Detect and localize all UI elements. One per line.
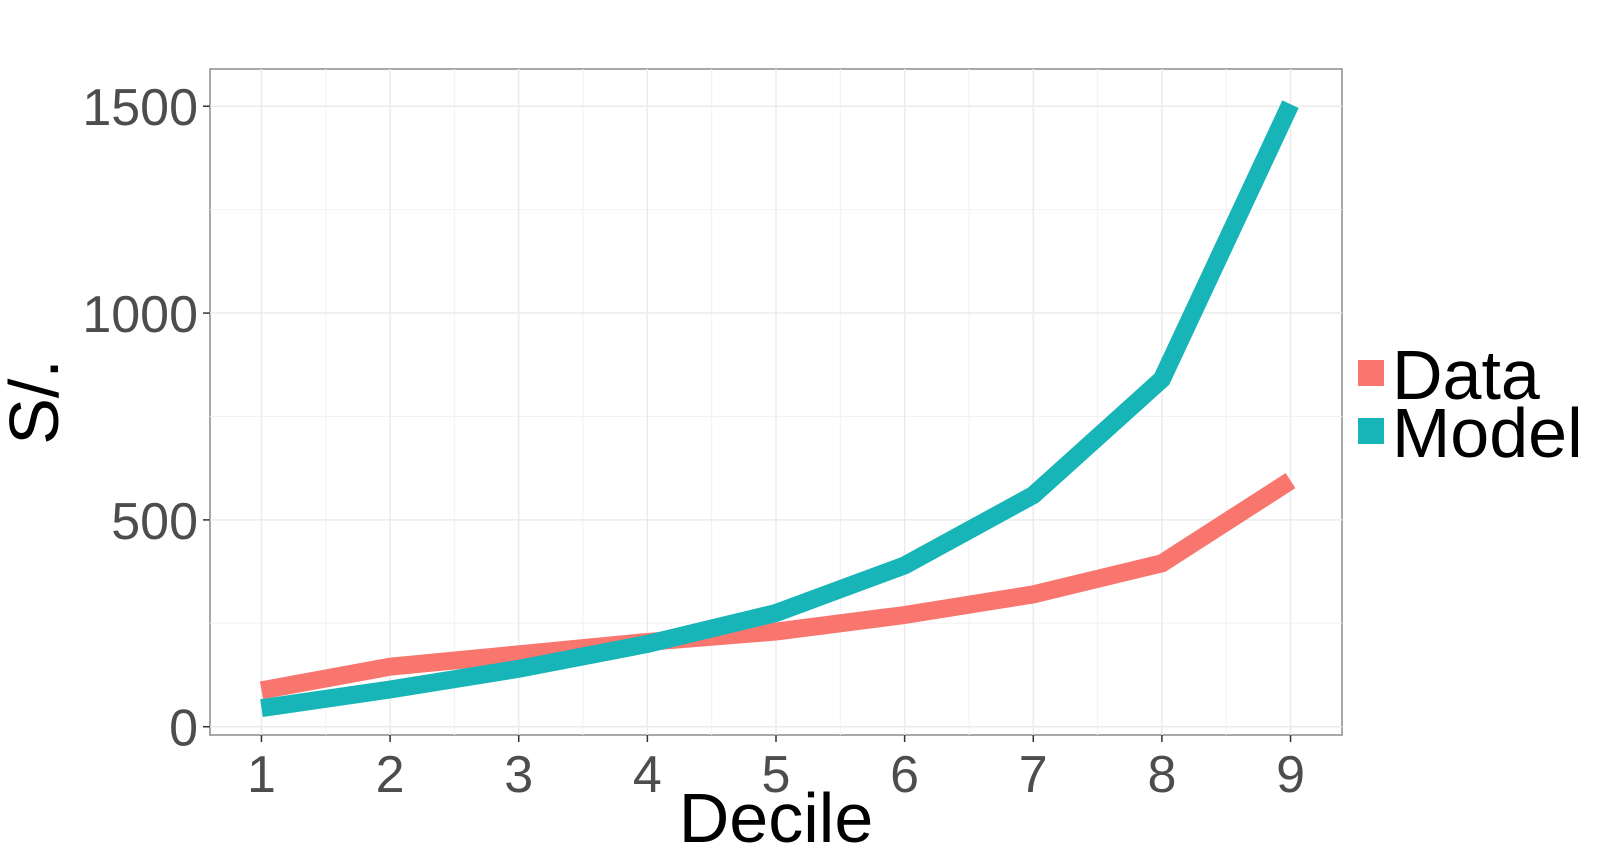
legend-label-model: Model [1392, 394, 1583, 472]
legend-label-data: Data [1392, 336, 1540, 414]
major-gridlines [210, 69, 1342, 735]
x-tick-label: 5 [762, 746, 791, 804]
legend-key-data [1358, 360, 1384, 386]
x-tick-label: 9 [1276, 746, 1305, 804]
x-tick-label: 4 [633, 746, 662, 804]
x-axis-title: Decile [679, 779, 874, 850]
series-line-data [259, 473, 1296, 700]
y-tick-label: 1000 [82, 286, 198, 344]
y-tick-label: 1500 [82, 79, 198, 137]
y-axis-ticks: 0 500 1000 1500 [82, 79, 210, 758]
legend-key-model [1358, 418, 1384, 444]
y-axis-title: S/. [0, 359, 73, 445]
x-tick-label: 2 [376, 746, 405, 804]
y-tick-label: 0 [169, 700, 198, 758]
x-tick-label: 1 [247, 746, 276, 804]
x-axis-ticks: 1 2 3 4 5 6 7 8 9 [247, 735, 1305, 804]
x-tick-label: 6 [890, 746, 919, 804]
y-tick-label: 500 [111, 493, 198, 551]
x-tick-label: 3 [504, 746, 533, 804]
series-line-model [260, 100, 1299, 718]
series-lines [259, 100, 1299, 718]
x-tick-label: 8 [1147, 746, 1176, 804]
x-tick-label: 7 [1019, 746, 1048, 804]
